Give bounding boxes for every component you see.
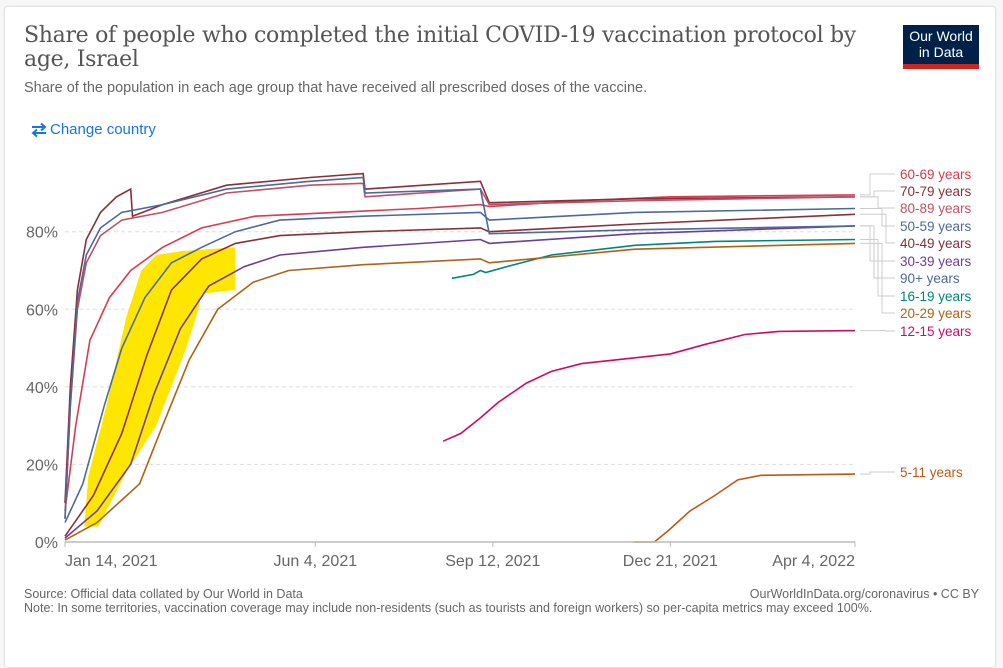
chart-subtitle: Share of the population in each age grou… [24, 80, 647, 96]
legend-label[interactable]: 30-39 years [900, 254, 972, 269]
legend-label[interactable]: 40-49 years [900, 236, 972, 251]
legend-label[interactable]: 12-15 years [900, 324, 972, 339]
x-tick-label: Jun 4, 2021 [274, 553, 358, 570]
legend: 60-69 years 70-79 years 80-89 years 50-59 y… [860, 167, 972, 480]
legend-connector [860, 240, 895, 296]
legend-label[interactable]: 80-89 years [900, 201, 972, 216]
y-tick-label: 80% [26, 225, 58, 242]
series-line-5-11-years[interactable] [633, 474, 855, 542]
x-tick-label: Jan 14, 2021 [65, 553, 158, 570]
legend-label[interactable]: 60-69 years [900, 167, 972, 182]
legend-connector [860, 472, 895, 474]
change-country-button[interactable]: Change country [30, 121, 156, 138]
note-text: Note: In some territories, vaccination c… [24, 601, 914, 615]
swap-arrows-icon [30, 122, 48, 138]
change-country-label: Change country [50, 121, 156, 138]
title-line-1: Share of people who completed the initia… [24, 24, 864, 48]
legend-connector [860, 214, 895, 243]
legend-label[interactable]: 16-19 years [900, 289, 972, 304]
legend-label[interactable]: 50-59 years [900, 219, 972, 234]
legend-label[interactable]: 20-29 years [900, 306, 972, 321]
owid-logo[interactable]: Our World in Data [903, 25, 979, 69]
legend-label[interactable]: 70-79 years [900, 184, 972, 199]
series-line-12-15-years[interactable] [443, 331, 855, 442]
legend-connector [860, 208, 895, 226]
line-chart: 0% 20% 40% 60% 80% Jan 14, 2021 Jun 4, 2021 Sep… [0, 150, 1003, 580]
chart-title: Share of people who completed the initia… [24, 24, 864, 72]
y-tick-label: 40% [26, 380, 58, 397]
x-tick-label: Apr 4, 2022 [772, 553, 855, 570]
y-tick-label: 20% [26, 457, 58, 474]
attribution-link[interactable]: OurWorldInData.org/coronavirus • CC BY [750, 587, 979, 601]
legend-connector [860, 191, 895, 197]
logo-line-1: Our World [903, 28, 979, 44]
logo-line-2: in Data [903, 44, 979, 60]
series-lines [65, 174, 855, 542]
y-tick-label: 0% [35, 535, 58, 552]
legend-label[interactable]: 90+ years [900, 271, 960, 286]
legend-connector [860, 197, 895, 208]
legend-connector [860, 174, 895, 195]
title-line-2: age, Israel [24, 48, 864, 72]
x-tick-label: Sep 12, 2021 [445, 553, 540, 570]
legend-label[interactable]: 5-11 years [900, 465, 963, 480]
x-tick-label: Dec 21, 2021 [623, 553, 718, 570]
y-tick-label: 60% [26, 302, 58, 319]
logo-red-bar [903, 64, 979, 69]
